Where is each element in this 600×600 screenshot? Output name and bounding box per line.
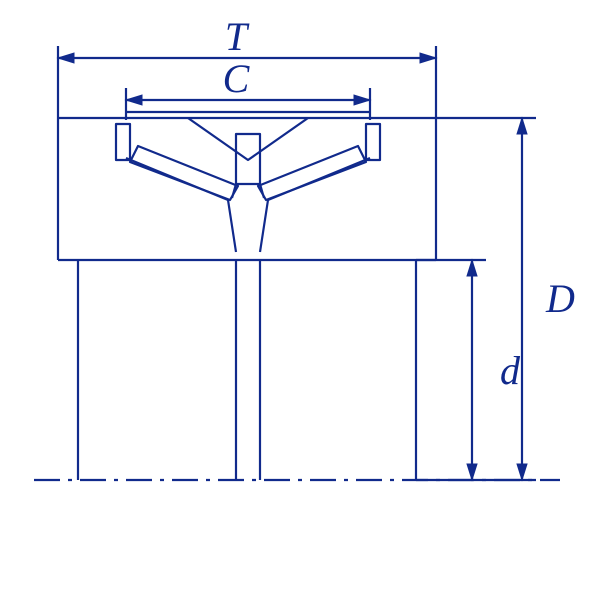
- dim-label-C: C: [223, 56, 251, 101]
- dim-label-D: D: [545, 276, 575, 321]
- dim-label-d: d: [500, 348, 521, 393]
- dim-label-T: T: [225, 14, 250, 59]
